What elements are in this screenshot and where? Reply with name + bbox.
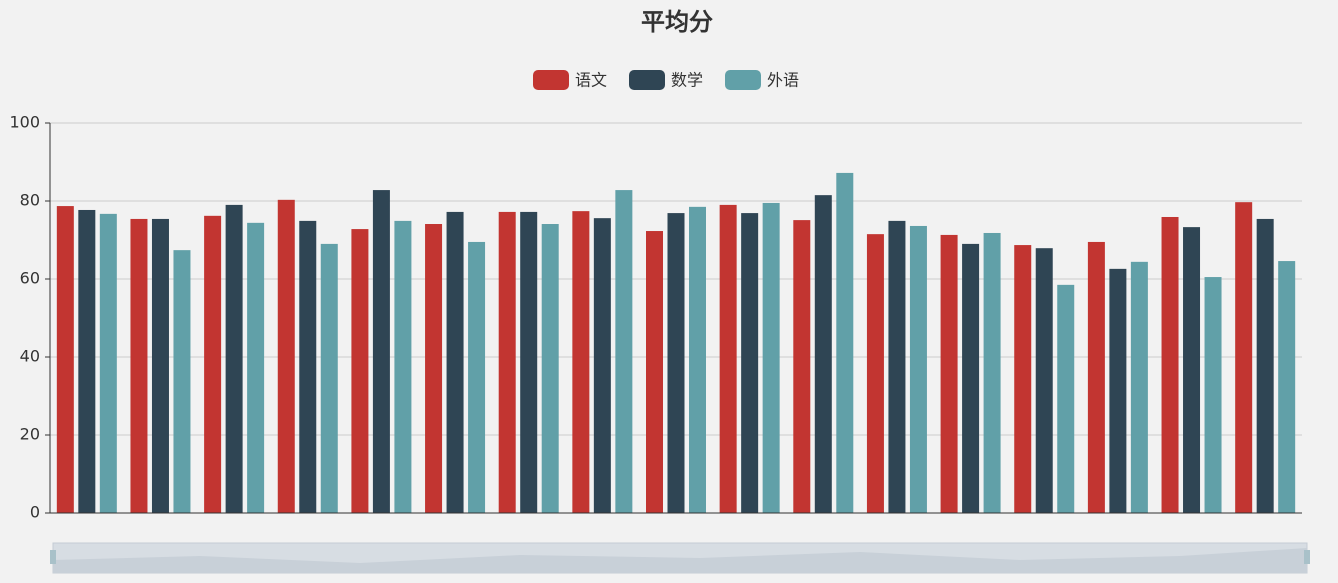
legend-label: 外语 xyxy=(767,71,799,90)
bar xyxy=(225,204,243,513)
bar xyxy=(962,243,980,513)
legend-label: 语文 xyxy=(575,71,607,90)
bar xyxy=(1014,245,1032,513)
bar xyxy=(793,220,811,514)
bar xyxy=(1057,284,1075,513)
bar xyxy=(1183,227,1201,513)
legend-swatch xyxy=(725,70,761,90)
data-zoom[interactable] xyxy=(50,542,1310,574)
bar xyxy=(498,211,516,514)
bar xyxy=(741,213,759,513)
bar xyxy=(520,211,538,514)
bar xyxy=(1109,268,1127,513)
bar xyxy=(983,232,1001,514)
bar xyxy=(468,241,486,513)
bar xyxy=(425,224,443,513)
bar xyxy=(351,229,369,513)
legend-swatch xyxy=(629,70,665,90)
bar xyxy=(1130,261,1148,513)
bar xyxy=(1278,261,1296,513)
bar xyxy=(151,218,169,513)
legend-label: 数学 xyxy=(671,71,703,90)
bar xyxy=(1256,218,1274,513)
bar xyxy=(247,222,265,513)
zoom-handle[interactable] xyxy=(1304,550,1310,564)
bar xyxy=(667,213,685,513)
bar xyxy=(394,220,412,513)
y-tick-label: 80 xyxy=(20,191,40,210)
bar xyxy=(130,218,148,513)
bar xyxy=(56,206,74,513)
bar xyxy=(1035,248,1053,513)
bar xyxy=(299,220,317,513)
bar xyxy=(1161,216,1179,514)
legend-swatch xyxy=(533,70,569,90)
bar xyxy=(1087,241,1105,513)
bar xyxy=(99,213,117,513)
bar xyxy=(541,224,559,513)
bar xyxy=(719,204,737,513)
bar xyxy=(1204,277,1222,513)
chart-title: 平均分 xyxy=(641,8,713,36)
bar xyxy=(78,209,96,513)
y-tick-label: 60 xyxy=(20,269,40,288)
y-tick-label: 40 xyxy=(20,347,40,366)
bar xyxy=(204,215,222,513)
bar xyxy=(689,206,706,513)
bar xyxy=(320,243,338,513)
y-tick-label: 100 xyxy=(9,113,40,132)
bar xyxy=(836,172,854,514)
zoom-shadow xyxy=(53,548,1307,573)
y-tick-label: 20 xyxy=(20,425,40,444)
bar xyxy=(866,234,884,513)
bar xyxy=(814,195,832,513)
bar xyxy=(593,218,611,513)
bar xyxy=(372,190,390,513)
bar xyxy=(277,199,295,513)
bar xyxy=(173,250,191,513)
bar xyxy=(909,225,927,513)
bar xyxy=(572,211,590,513)
bar xyxy=(762,202,780,513)
bar xyxy=(646,231,663,513)
bar xyxy=(1235,202,1253,514)
zoom-handle[interactable] xyxy=(50,550,56,564)
bar xyxy=(888,220,906,513)
y-tick-label: 0 xyxy=(30,503,40,522)
bar xyxy=(446,211,464,514)
bar xyxy=(615,190,633,513)
bar xyxy=(940,234,958,513)
